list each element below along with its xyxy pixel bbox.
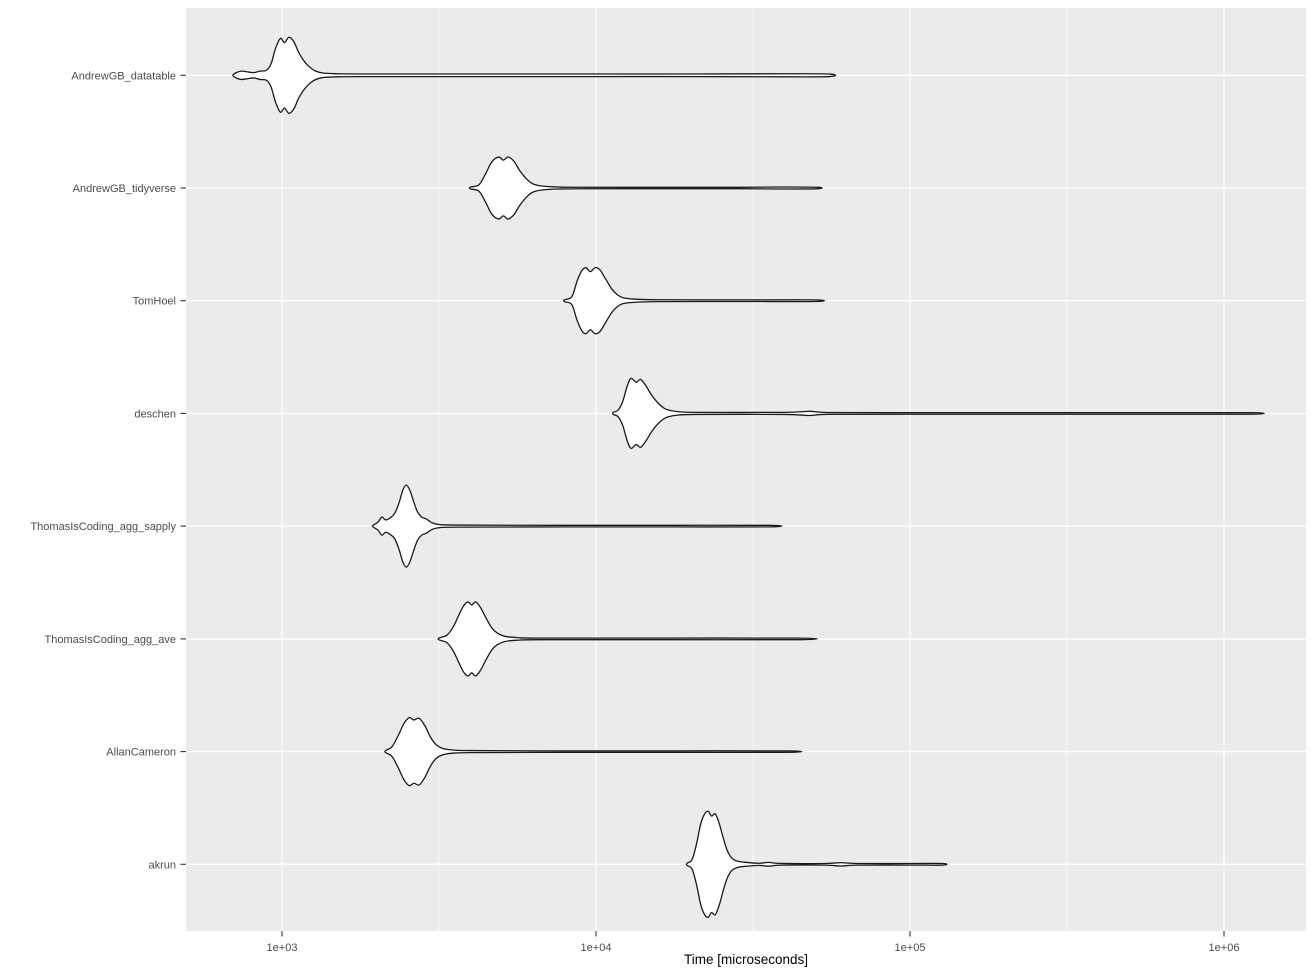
x-axis-title: Time [microseconds] [684, 952, 808, 967]
axis-ticks [180, 74, 1225, 937]
y-axis-label: ThomasIsCoding_agg_sapply [30, 521, 176, 533]
y-axis-label: TomHoel [133, 296, 176, 308]
y-axis-label: ThomasIsCoding_agg_ave [45, 634, 176, 646]
violin-AllanCameron [384, 716, 803, 787]
violin-group [232, 36, 1265, 918]
y-axis-label: AllanCameron [106, 747, 176, 759]
violin-akrun [685, 810, 948, 918]
violin-AndrewGB_tidyverse [468, 156, 823, 220]
y-axis-label: AndrewGB_datatable [71, 70, 176, 82]
minor-gridlines [438, 8, 1068, 931]
x-tick-label: 1e+06 [1209, 942, 1240, 954]
x-tick-label: 1e+04 [581, 942, 612, 954]
violin-ThomasIsCoding_agg_sapply [371, 484, 783, 568]
x-tick-label: 1e+05 [895, 942, 926, 954]
x-tick-label: 1e+03 [267, 942, 298, 954]
violin-deschen [612, 377, 1265, 450]
violin-ThomasIsCoding_agg_ave [437, 601, 819, 677]
y-axis-label: akrun [148, 859, 176, 871]
violin-AndrewGB_datatable [232, 36, 837, 114]
y-axis-label: AndrewGB_tidyverse [73, 183, 176, 195]
violin-TomHoel [563, 266, 826, 335]
y-axis-label: deschen [134, 408, 176, 420]
plot-panel [186, 8, 1306, 931]
axis-labels: 1e+03 1e+04 1e+05 1e+06 AndrewGB_datatable An… [30, 70, 1239, 954]
